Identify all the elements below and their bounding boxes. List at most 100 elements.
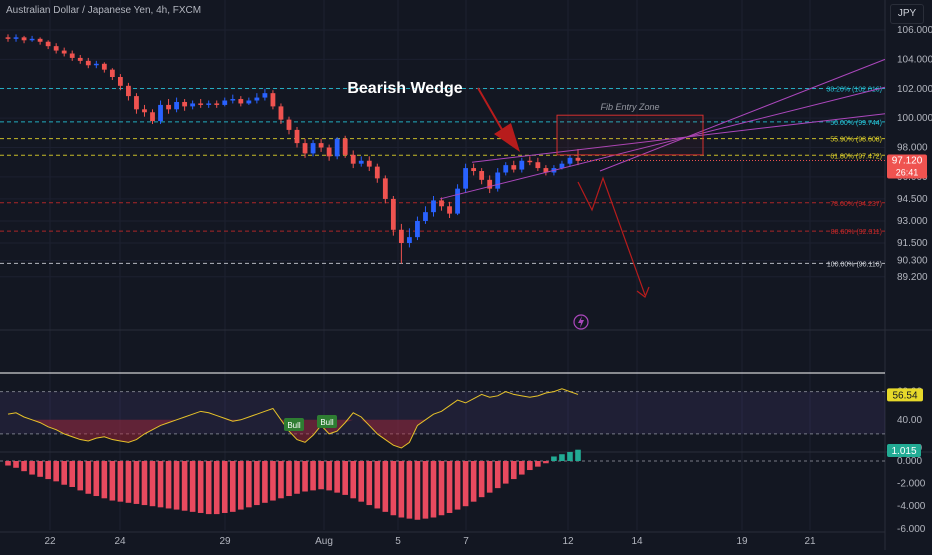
histogram-bar	[181, 461, 188, 511]
histogram-bar	[414, 461, 421, 520]
x-tick-label: 24	[114, 536, 126, 547]
candle-body	[142, 109, 147, 113]
candle-body	[479, 171, 485, 180]
candle-body	[374, 166, 380, 179]
price-tick-label: 102.000	[897, 84, 932, 95]
histogram-bar	[326, 461, 332, 491]
symbol-title: Australian Dollar / Japanese Yen, 4h, FX…	[6, 5, 202, 16]
histogram-bar	[213, 461, 220, 515]
histogram-value-tag	[887, 444, 921, 457]
candle-body	[93, 63, 99, 66]
rsi-value-tag	[887, 388, 923, 402]
fib-entry-zone	[556, 114, 704, 156]
rsi-oversold-fill	[8, 419, 578, 448]
wedge-lower-line	[439, 86, 886, 200]
x-tick-label: 7	[463, 536, 469, 547]
candle-body	[166, 104, 171, 110]
candle-body	[45, 41, 51, 47]
candle-body	[423, 212, 428, 221]
histogram-bar	[21, 461, 27, 472]
price-tick-label: 93.000	[897, 216, 928, 227]
histogram-bar	[302, 461, 308, 492]
histogram-bar	[374, 461, 381, 509]
candle-body	[254, 97, 260, 101]
price-tick-label: 91.500	[897, 238, 928, 249]
histogram-bar	[165, 461, 172, 509]
projection-arrow-head	[636, 286, 650, 298]
histogram-bar	[486, 461, 493, 493]
fib-entry-zone-label: Fib Entry Zone	[600, 102, 659, 112]
histogram-bar	[93, 461, 100, 497]
x-tick-label: Aug	[315, 536, 333, 547]
bull-signal-label: Bull	[287, 421, 301, 430]
candle-body	[246, 100, 252, 104]
price-tick-label: 100.000	[897, 113, 932, 124]
histogram-bar	[53, 461, 59, 482]
histogram-bar	[262, 461, 268, 503]
candle-body	[543, 168, 549, 173]
histogram-bar	[117, 461, 124, 502]
candle-body	[503, 165, 509, 173]
candle-body	[214, 103, 220, 105]
histogram-bar	[286, 461, 292, 497]
rsi-band	[0, 391, 885, 434]
price-tick-label: 98.000	[897, 143, 928, 154]
candle-body	[174, 101, 179, 110]
event-lightning-icon	[578, 316, 584, 328]
candle-body	[5, 37, 11, 39]
histogram-bar	[205, 461, 212, 515]
candle-body	[342, 138, 348, 155]
histogram-bar	[133, 461, 140, 504]
bull-signal-label: Bull	[320, 418, 334, 427]
histogram-bar	[543, 461, 549, 464]
wedge-upper-line	[471, 113, 886, 163]
histogram-bar	[85, 461, 92, 494]
candle-body	[150, 112, 155, 122]
fib-level-label: 55.90% (98.608)	[830, 137, 882, 144]
candle-body	[29, 38, 35, 41]
candle-body	[527, 160, 533, 163]
histogram-bar	[398, 461, 405, 518]
histogram-bar	[229, 461, 236, 512]
fib-level-label: 100.00% (90.116)	[827, 261, 882, 268]
candle-body	[567, 157, 573, 164]
histogram-bar	[527, 461, 533, 471]
candle-body	[407, 237, 412, 244]
histogram-bar	[350, 461, 357, 499]
candle-body	[69, 53, 75, 58]
histogram-bar	[173, 461, 180, 510]
candle-body	[190, 103, 196, 107]
fib-level-label: 38.20% (102.016)	[826, 87, 882, 94]
wedge-channel-line	[599, 58, 886, 172]
candle-body	[471, 168, 477, 172]
histogram-bar	[141, 461, 148, 506]
bull-signal-badge	[284, 418, 304, 431]
histogram-bar	[406, 461, 413, 519]
histogram-bar	[77, 461, 84, 491]
candle-body	[463, 168, 469, 189]
histogram-bar	[61, 461, 67, 485]
currency-button[interactable]: JPY	[890, 4, 924, 24]
histogram-bar	[13, 461, 19, 468]
fib-level-label: 88.60% (92.311)	[831, 229, 882, 236]
candle-body	[85, 60, 91, 66]
histogram-bar	[254, 461, 260, 506]
histogram-bar	[294, 461, 300, 494]
candle-body	[182, 101, 188, 107]
histogram-bar	[382, 461, 389, 512]
event-lightning-icon[interactable]	[573, 314, 589, 330]
candle-body	[126, 85, 131, 97]
histogram-bar	[559, 454, 565, 461]
rsi-line	[7, 388, 579, 449]
last-price-tag	[887, 154, 927, 179]
candle-body	[158, 104, 163, 122]
histogram-bar	[422, 461, 429, 519]
histogram-bar	[567, 451, 573, 461]
candle-body	[511, 165, 517, 170]
candle-body	[21, 37, 27, 41]
candle-body	[101, 63, 107, 70]
candle-body	[559, 163, 565, 169]
histogram-current-value: 1.015	[891, 446, 916, 457]
x-tick-label: 14	[631, 536, 643, 547]
